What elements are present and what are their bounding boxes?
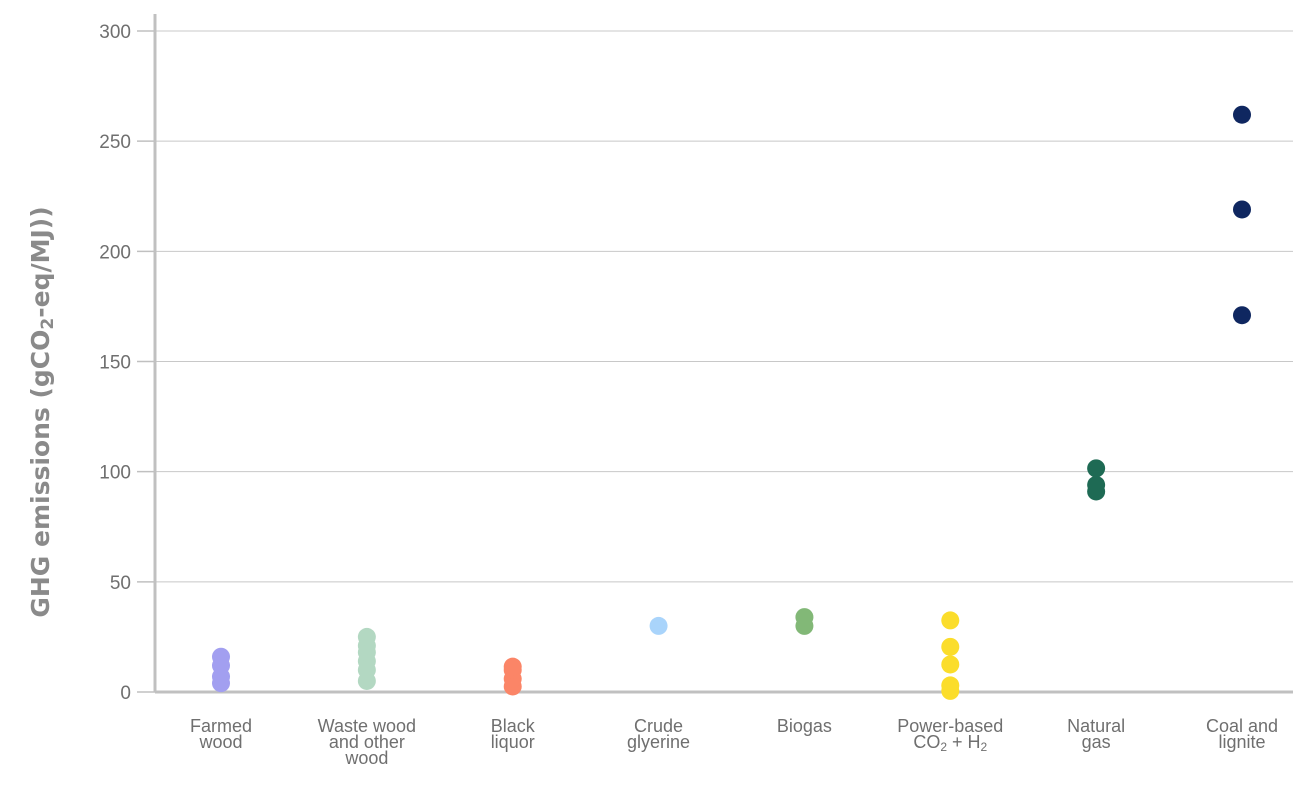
- x-category-label: Waste wood and other wood: [317, 716, 417, 768]
- x-category-label: Coal and lignite: [1205, 716, 1279, 752]
- data-point: [649, 616, 668, 635]
- x-category-label: Black liquor: [490, 716, 535, 752]
- data-point: [795, 608, 814, 627]
- data-point: [212, 647, 230, 666]
- y-tick-label: 0: [120, 683, 131, 704]
- y-tick-label: 50: [110, 573, 131, 594]
- y-tick-label: 200: [99, 242, 131, 263]
- y-tick-label: 150: [99, 353, 131, 374]
- data-point: [941, 611, 960, 630]
- axes: [153, 14, 1293, 694]
- data-point: [503, 657, 522, 676]
- gridlines: [137, 30, 1293, 693]
- data-point: [1233, 306, 1251, 325]
- y-tick-label: 250: [99, 132, 131, 153]
- data-point: [1233, 105, 1251, 124]
- x-category-label: Farmed wood: [189, 716, 252, 752]
- x-category-label: Biogas: [776, 716, 832, 736]
- y-tick-label: 300: [99, 22, 131, 43]
- data-point: [941, 655, 960, 674]
- data-point: [941, 676, 960, 695]
- data-point: [1233, 200, 1251, 219]
- data-point: [357, 627, 376, 646]
- x-category-label: Natural gas: [1067, 716, 1126, 752]
- x-category-label: Power-based CO2 + H2: [897, 716, 1004, 754]
- y-axis-label: GHG emissions (gCO2-eq/MJ)): [26, 206, 58, 618]
- data-point: [1087, 475, 1106, 494]
- data-point: [941, 637, 960, 656]
- y-tick-labels: 0 50 100 150 200 250 300: [99, 22, 131, 704]
- y-tick-label: 100: [99, 463, 131, 484]
- data-point: [1087, 459, 1106, 478]
- x-category-label: Crude glyerine: [627, 716, 691, 752]
- data-points: [212, 105, 1251, 700]
